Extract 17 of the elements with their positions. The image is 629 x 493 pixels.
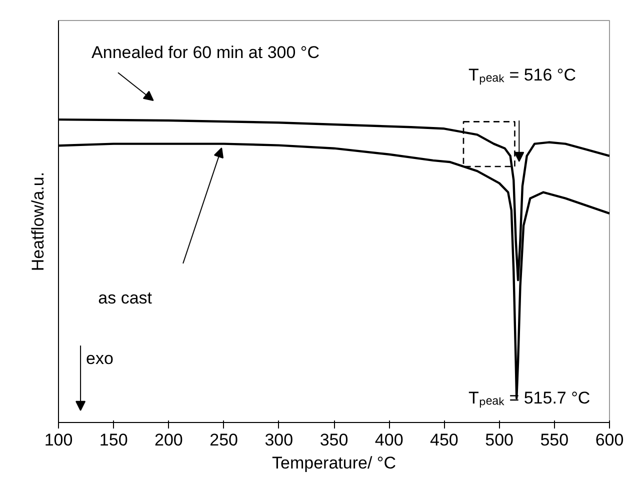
x-tick-label: 600	[595, 430, 624, 450]
x-tick-label: 500	[485, 430, 514, 450]
x-tick-label: 300	[264, 430, 294, 450]
x-tick-label: 350	[320, 430, 348, 450]
x-tick-label: 150	[99, 430, 128, 450]
text: Tₚₑₐₖ = 516 °C	[468, 66, 576, 86]
x-tick-label: 450	[430, 430, 458, 450]
x-tick-label: 200	[154, 430, 183, 450]
x-tick-label: 550	[540, 430, 569, 450]
text: Annealed for 60 min at 300 °C	[92, 43, 320, 62]
x-tick-label: 250	[210, 430, 238, 450]
x-tick-label: 400	[374, 430, 404, 450]
annotation: exo	[86, 348, 114, 368]
y-axis-title: Heatflow/a.u.	[28, 172, 48, 272]
x-axis-title: Temperature/ °C	[272, 454, 396, 472]
x-tick-label: 100	[44, 430, 73, 450]
annotation: as cast	[98, 288, 152, 308]
